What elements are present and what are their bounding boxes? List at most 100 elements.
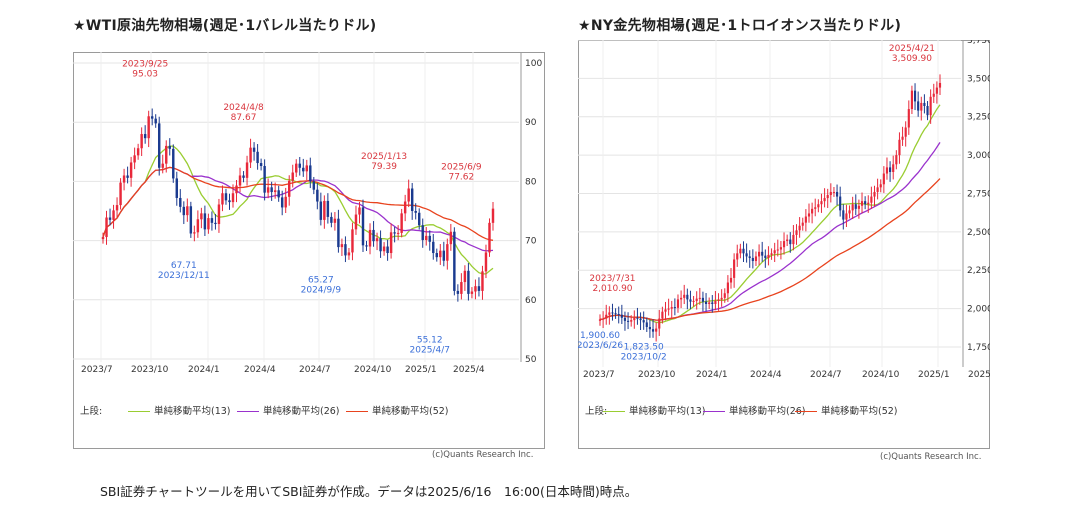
candle-body xyxy=(347,252,351,256)
y-tick-label: 60 xyxy=(525,296,537,306)
candle-body xyxy=(368,229,372,247)
candle-body xyxy=(661,311,664,319)
y-tick-label: 3,750 xyxy=(967,40,990,46)
candle-body xyxy=(119,182,122,206)
candle-body xyxy=(330,216,333,223)
gold-chart-svg: 1,750 2,000 2,250 2,500 2,750 3,000 3,250 3,500… xyxy=(578,40,990,380)
candle-body xyxy=(140,134,143,149)
candle-body xyxy=(200,213,203,220)
candle-body xyxy=(614,313,617,315)
candle-body xyxy=(860,201,864,206)
annotation-value: 87.67 xyxy=(231,113,257,123)
candle-body xyxy=(754,256,758,262)
x-tick-label: 2024/7 xyxy=(810,370,842,380)
y-tick-label: 3,250 xyxy=(967,113,990,123)
x-tick-label: 2024/7 xyxy=(299,365,331,375)
chart-title: ★WTI原油先物相場(週足･1バレル当たりドル) xyxy=(73,18,377,34)
candle-body xyxy=(245,162,249,178)
y-tick-label: 2,500 xyxy=(967,228,990,238)
x-tick-label: 2024/10 xyxy=(354,365,392,375)
candle-body xyxy=(873,191,876,197)
candle-body xyxy=(280,197,284,208)
candle-body xyxy=(270,187,273,193)
candle-body xyxy=(683,294,686,298)
candle-body xyxy=(316,189,319,202)
candle-body xyxy=(795,230,798,235)
candle-body xyxy=(711,302,714,304)
candle-body xyxy=(736,253,739,260)
annotation-date: 2025/6/9 xyxy=(441,162,482,172)
candle-body xyxy=(410,188,414,211)
candle-body xyxy=(101,237,105,240)
candle-body xyxy=(305,165,309,172)
y-tick-label: 2,750 xyxy=(967,189,990,199)
x-tick-label: 2023/10 xyxy=(638,370,676,380)
candle-body xyxy=(807,213,811,217)
candle-body xyxy=(189,206,193,234)
candle-body xyxy=(344,244,347,256)
x-tick-label: 2024/4 xyxy=(750,370,782,380)
candle-body xyxy=(231,193,235,203)
x-tick-label: 2025/4 xyxy=(968,370,990,380)
candle-body xyxy=(673,307,676,309)
candle-body xyxy=(889,167,892,172)
candle-body xyxy=(639,318,642,321)
y-tick-label: 1,750 xyxy=(967,343,990,353)
x-tick-label: 2024/1 xyxy=(696,370,728,380)
candle-body xyxy=(655,328,658,332)
candle-body xyxy=(488,222,491,253)
candle-body xyxy=(389,232,393,254)
candle-body xyxy=(291,172,294,181)
candle-body xyxy=(168,145,171,149)
candle-body xyxy=(602,318,605,320)
x-tick-label: 2024/1 xyxy=(188,365,220,375)
candle-body xyxy=(857,205,860,209)
candle-body xyxy=(701,297,705,302)
candle-body xyxy=(885,167,889,174)
candle-body xyxy=(907,109,910,128)
x-tick-label: 2023/7 xyxy=(81,365,113,375)
candle-body xyxy=(407,188,410,202)
annotation-value: 77.62 xyxy=(448,172,474,182)
legend-item-sma52: 単純移動平均(52) xyxy=(795,403,898,417)
legend-prefix: 上段: xyxy=(585,406,608,417)
candle-body xyxy=(284,196,287,208)
candle-body xyxy=(817,204,820,208)
candle-body xyxy=(842,210,845,220)
candle-body xyxy=(667,308,670,310)
candle-body xyxy=(811,208,814,214)
candle-body xyxy=(266,187,270,193)
candle-body xyxy=(932,93,935,97)
candle-body xyxy=(726,282,729,294)
candle-body xyxy=(470,291,474,294)
candle-body xyxy=(421,225,424,241)
candle-body xyxy=(935,87,938,94)
candle-body xyxy=(277,190,280,198)
candle-body xyxy=(779,247,782,250)
candle-body xyxy=(626,320,630,322)
annotation-date: 2023/12/11 xyxy=(158,271,210,281)
annotation-date: 2025/4/7 xyxy=(410,346,450,356)
candle-body xyxy=(150,116,154,119)
credit-text: (c)Quants Research Inc. xyxy=(432,450,534,460)
y-tick-label: 90 xyxy=(525,118,537,128)
gold-legend: 上段: 単純移動平均(13) 単純移動平均(26) 単純移動平均(52) xyxy=(585,403,975,417)
candle-body xyxy=(845,213,848,220)
candle-body xyxy=(340,244,344,248)
x-tick-label: 2025/1 xyxy=(405,365,437,375)
candle-body xyxy=(235,185,238,194)
candle-body xyxy=(463,270,467,283)
candle-body xyxy=(193,232,196,234)
y-tick-label: 70 xyxy=(525,237,537,247)
candle-body xyxy=(786,239,789,242)
candle-body xyxy=(645,322,648,328)
candle-body xyxy=(745,253,748,257)
candle-body xyxy=(938,82,942,88)
candle-body xyxy=(484,252,488,272)
annotation-value: 67.71 xyxy=(171,261,197,271)
candle-body xyxy=(620,314,623,318)
annotation-date: 2023/9/25 xyxy=(122,59,168,69)
candle-body xyxy=(186,206,189,216)
candle-body xyxy=(801,222,804,226)
candle-body xyxy=(217,204,221,225)
